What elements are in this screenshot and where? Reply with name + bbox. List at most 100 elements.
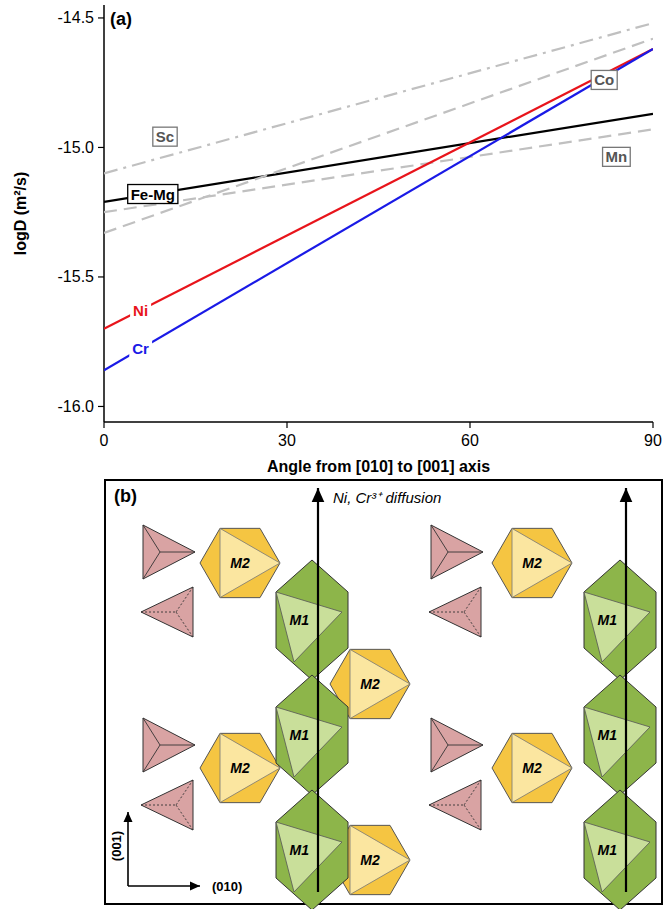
y-axis-title: logD (m²/s) — [12, 172, 29, 256]
m1-face — [276, 822, 342, 892]
tetrahedron-edge — [464, 780, 481, 805]
m1-site — [276, 560, 348, 680]
m2-face — [512, 733, 572, 802]
label-box — [128, 185, 178, 204]
m2-label: M2 — [360, 676, 380, 692]
panel-label: (b) — [114, 486, 137, 506]
m1-face — [584, 707, 650, 777]
m2-site — [492, 733, 572, 802]
tetrahedron-edge — [429, 805, 464, 806]
x-axis — [104, 421, 653, 423]
axis-arrow — [128, 885, 200, 887]
tetrahedron-edge — [431, 718, 448, 745]
tetrahedron — [429, 780, 481, 830]
m1-label: M1 — [290, 612, 310, 628]
tetrahedron-edge — [464, 587, 481, 612]
tetrahedron-edge — [143, 552, 160, 579]
panel-label: (a) — [110, 9, 132, 29]
diffusion-arrow-head — [312, 488, 325, 502]
tetrahedron-edge — [431, 525, 448, 552]
m1-face — [584, 592, 650, 662]
tetrahedron-edge — [141, 805, 176, 806]
series-line — [104, 129, 653, 212]
y-tick-label: -15.0 — [58, 139, 95, 156]
label-box — [129, 339, 152, 358]
series-line — [104, 39, 653, 233]
series-label: Cr — [129, 339, 152, 358]
m2-face — [512, 528, 572, 597]
tetrahedron-edge — [464, 805, 481, 830]
x-tick-label: 60 — [461, 432, 479, 449]
tetrahedron — [141, 780, 193, 830]
tetrahedron-edge — [176, 805, 193, 830]
m1-site — [584, 560, 656, 680]
tetrahedron-edge — [176, 612, 193, 637]
m2-label: M2 — [522, 760, 542, 776]
series-label-text: Ni — [133, 302, 148, 319]
m1-label: M1 — [598, 612, 618, 628]
series-label: Fe-Mg — [128, 185, 178, 204]
m2-label: M2 — [230, 760, 250, 776]
x-tick-label: 30 — [278, 432, 296, 449]
y-tick — [98, 276, 104, 277]
arrow-label: Ni, Cr³⁺ diffusion — [333, 489, 441, 506]
series-label-text: Sc — [156, 128, 174, 145]
x-tick-label: 0 — [100, 432, 109, 449]
m2-face — [220, 528, 280, 597]
m2-site — [200, 733, 280, 802]
tetrahedron-edge — [176, 587, 193, 612]
m1-site — [276, 675, 348, 795]
axis-label: (001) — [109, 831, 124, 861]
tetrahedron-edge — [143, 745, 160, 772]
tetrahedron-edge — [141, 612, 176, 613]
diffusion-arrow — [317, 488, 319, 892]
m1-site — [584, 675, 656, 795]
axis-label: (010) — [212, 879, 242, 894]
m2-site — [200, 528, 280, 597]
m1-label: M1 — [598, 727, 618, 743]
m2-face — [220, 733, 280, 802]
tetrahedron-edge — [160, 745, 195, 746]
series-label: Sc — [153, 127, 177, 146]
series-line — [104, 49, 653, 370]
m1-face — [276, 707, 342, 777]
m1-label: M1 — [290, 842, 310, 858]
series-label-text: Fe-Mg — [131, 186, 175, 203]
y-axis — [103, 5, 105, 422]
tetrahedron-edge — [448, 552, 483, 553]
structure: M2M2M2M2M2M2M1M1M1M1M1M1 — [141, 525, 656, 909]
tetrahedron-edge — [464, 612, 481, 637]
x-axis-title: Angle from [010] to [001] axis — [267, 458, 490, 475]
tetrahedron-edge — [143, 525, 160, 552]
tetrahedron-edge — [176, 780, 193, 805]
m2-face — [350, 649, 410, 718]
label-box — [153, 127, 177, 146]
tetrahedron-edge — [431, 745, 448, 772]
diffusion-arrow-head — [620, 488, 633, 502]
y-tick — [98, 406, 104, 407]
x-tick — [103, 422, 104, 428]
series-labels: Sc Fe-Mg Mn Co Ni Cr — [128, 70, 631, 358]
m1-label: M1 — [290, 727, 310, 743]
m1-label: M1 — [598, 842, 618, 858]
axis-arrow-head — [124, 812, 133, 822]
y-tick — [98, 147, 104, 148]
m2-label: M2 — [522, 555, 542, 571]
m1-face — [584, 822, 650, 892]
m2-label: M2 — [360, 852, 380, 868]
tetrahedron — [143, 525, 195, 579]
tetrahedron — [143, 718, 195, 772]
tetrahedron — [431, 718, 483, 772]
series-label-text: Co — [594, 71, 614, 88]
axis-arrow — [127, 812, 129, 886]
tetrahedron — [429, 587, 481, 637]
x-tick — [652, 422, 653, 428]
series-label: Mn — [603, 147, 631, 166]
tetrahedron — [141, 587, 193, 637]
x-tick-label: 90 — [644, 432, 662, 449]
figure: -16.0-15.5-15.0-14.50306090Angle from [0… — [0, 0, 667, 909]
label-box — [603, 147, 631, 166]
series-label-text: Cr — [132, 340, 149, 357]
m1-site — [276, 790, 348, 909]
plot-lines — [104, 23, 653, 370]
